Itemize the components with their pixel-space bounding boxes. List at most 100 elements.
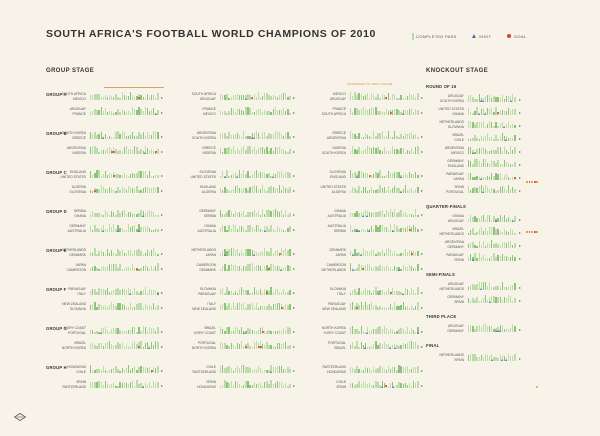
group-match-pass-mark: [155, 382, 157, 388]
group-match-pass-mark: [249, 187, 251, 193]
group-match-pass-mark: [226, 251, 228, 256]
knockout-match-pass-mark: [497, 285, 499, 290]
knockout-match-team-away: GERMANY: [447, 244, 464, 249]
group-match-team-home: GERMANY: [199, 209, 216, 213]
group-match-pass-mark: [108, 385, 111, 388]
group-match-pass-mark: [230, 381, 232, 388]
group-match-play-icon: [421, 190, 423, 192]
knockout-match-pass-mark: [501, 110, 503, 115]
group-match-pass-mark: [262, 385, 264, 388]
knockout-match-pass-mark: [512, 109, 514, 115]
group-match-pass-mark: [148, 304, 151, 310]
group-match-team-home: MEXICO: [332, 92, 346, 96]
group-match-pass-mark: [362, 289, 364, 295]
group-match-pass-mark: [96, 94, 98, 100]
knockout-match-pass-mark: [484, 354, 487, 361]
knockout-match-pass-mark: [514, 162, 516, 167]
group-match-pass-mark: [106, 249, 109, 256]
knockout-match-pass-mark: [501, 133, 503, 141]
group-match-pass-mark: [146, 267, 149, 271]
group-match-pass-mark: [234, 94, 237, 100]
knockout-match-pass-mark: [484, 245, 487, 248]
knockout-match-pass-mark: [507, 163, 510, 167]
group-match-play-icon: [161, 370, 163, 372]
knockout-match-play-icon: [519, 177, 521, 179]
group-match-pass-mark: [106, 265, 109, 271]
group-match-pass-mark: [236, 292, 239, 295]
group-match-pass-mark: [98, 151, 100, 154]
group-match-team-away: HONDURAS: [327, 369, 346, 374]
group-match-pass-mark: [360, 369, 362, 373]
group-match-pass-mark: [289, 328, 291, 334]
knockout-match-team-home: GERMANY: [447, 159, 464, 163]
group-match-pass-mark: [125, 214, 128, 217]
group-match-pass-mark: [113, 112, 115, 115]
knockout-match-shot-icon: [511, 220, 514, 222]
knockout-match-pass-mark: [497, 327, 499, 332]
group-match-pass-mark: [119, 112, 121, 115]
group-match-pass-mark: [117, 186, 119, 193]
group-match-pass-mark: [140, 267, 142, 271]
group-match-pass-mark: [354, 171, 356, 178]
group-match-pass-mark: [102, 214, 104, 217]
group-match-pass-mark: [232, 292, 234, 295]
group-match-pass-mark: [259, 305, 262, 310]
group-match-pass-mark: [270, 111, 272, 115]
group-match-pass-mark: [104, 342, 107, 349]
group-match-pass-mark: [289, 112, 291, 115]
group-match-pass-mark: [377, 252, 379, 256]
group-match-pass-mark: [400, 148, 402, 154]
group-match-pass-mark: [132, 94, 134, 100]
knockout-match-pass-mark: [472, 112, 474, 115]
knockout-match-shot-icon: [480, 288, 483, 290]
group-match-pass-mark: [96, 267, 98, 271]
group-match-pass-mark: [406, 326, 409, 334]
knockout-match-pass-mark: [503, 174, 506, 180]
group-match-pass-mark: [104, 107, 107, 115]
group-match-pass-mark: [389, 97, 392, 100]
group-match-pass-mark: [228, 346, 230, 349]
group-match-pass-mark: [241, 287, 243, 295]
group-match-pass-mark: [350, 327, 352, 334]
group-match-pass-mark: [144, 213, 146, 217]
group-match-pass-mark: [96, 228, 98, 232]
knockout-match-pass-mark: [480, 355, 482, 361]
group-match-pass-mark: [121, 250, 123, 256]
group-match-pass-mark: [264, 382, 266, 388]
group-match-shot-icon: [391, 386, 394, 388]
group-match-play-icon: [161, 190, 163, 192]
group-match-pass-mark: [371, 346, 373, 349]
group-match-pass-mark: [125, 229, 128, 232]
group-match-pass-mark: [287, 250, 289, 256]
group-match-pass-mark: [364, 250, 367, 256]
group-match-pass-mark: [262, 185, 264, 193]
group-match-pass-mark: [251, 346, 253, 349]
group-match-team-home: SERBIA: [73, 209, 86, 213]
knockout-match-pass-mark: [505, 174, 508, 180]
group-match-pass-mark: [108, 370, 111, 373]
knockout-match-play-icon: [519, 99, 521, 101]
group-match-pass-mark: [257, 189, 260, 193]
group-match-pass-mark: [402, 343, 404, 349]
group-match-pass-mark: [402, 264, 404, 271]
knockout-match-pass-mark: [472, 241, 474, 248]
group-match-pass-mark: [241, 95, 243, 100]
group-match-pass-mark: [362, 304, 364, 310]
group-match-pass-mark: [224, 225, 226, 232]
group-match-shot-icon: [142, 215, 144, 217]
group-match-pass-mark: [398, 211, 400, 217]
group-match-pass-mark: [98, 134, 100, 139]
group-match-pass-mark: [350, 225, 352, 232]
group-match-pass-mark: [232, 213, 234, 217]
group-match-pass-mark: [132, 132, 134, 139]
group-match-pass-mark: [98, 304, 100, 310]
group-match-pass-mark: [119, 303, 121, 310]
knockout-match-pass-mark: [470, 161, 472, 167]
group-match-pass-mark: [377, 291, 379, 295]
group-match-pass-mark: [274, 173, 276, 178]
group-match-pass-mark: [257, 384, 260, 388]
knockout-match-pass-mark: [476, 232, 478, 235]
group-match-pass-mark: [123, 209, 125, 217]
group-match-pass-mark: [136, 96, 138, 100]
group-match-pass-mark: [247, 170, 249, 178]
